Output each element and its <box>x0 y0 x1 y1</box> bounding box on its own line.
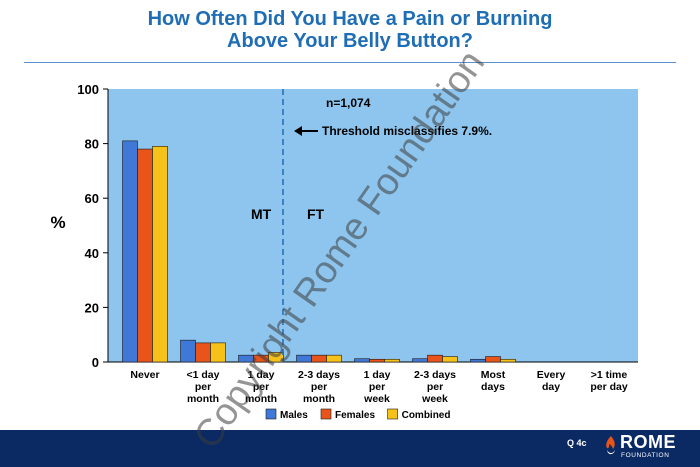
x-tick-label: per day <box>590 381 628 393</box>
sample-size-annotation: n=1,074 <box>326 96 371 110</box>
bar-males <box>238 354 254 363</box>
y-tick-label: 20 <box>85 300 99 315</box>
x-tick-label: week <box>363 393 390 405</box>
bar-males <box>122 140 138 363</box>
x-tick-label: days <box>481 381 505 393</box>
bar-males <box>412 358 428 363</box>
y-tick-label: 80 <box>85 137 99 152</box>
mt-label: MT <box>251 206 272 222</box>
x-tick-label: <1 day <box>187 369 220 381</box>
rome-foundation-logo: ROME FOUNDATION <box>604 431 694 465</box>
threshold-annotation: Threshold misclassifies 7.9%. <box>322 124 492 138</box>
bar-combined <box>152 146 168 363</box>
x-tick-label: 1 day <box>364 369 391 381</box>
x-tick-label: 2-3 days <box>298 369 340 381</box>
x-tick-label: month <box>245 393 277 405</box>
bar-males <box>180 339 196 363</box>
legend-label-combined: Combined <box>402 410 451 421</box>
bar-females <box>427 354 443 363</box>
x-tick-label: >1 time <box>591 369 628 381</box>
bar-females <box>485 356 501 363</box>
bar-combined <box>326 354 342 363</box>
bar-males <box>354 358 370 363</box>
bar-females <box>311 354 327 363</box>
x-tick-label: per <box>369 381 385 393</box>
x-tick-label: Never <box>130 369 159 381</box>
plot-area <box>108 89 638 362</box>
x-tick-label: per <box>195 381 211 393</box>
bar-females <box>369 358 385 363</box>
threshold-arrow-head <box>294 126 302 136</box>
title-divider <box>24 62 676 63</box>
x-tick-label: 1 day <box>248 369 275 381</box>
x-tick-label: 2-3 days <box>414 369 456 381</box>
legend-swatch-combined <box>387 408 398 420</box>
legend-swatch-males <box>265 408 277 420</box>
x-tick-label: per <box>427 381 443 393</box>
x-tick-label: week <box>421 393 448 405</box>
bar-females <box>195 342 211 363</box>
bar-females <box>137 148 153 363</box>
chart-title: How Often Did You Have a Pain or Burning… <box>0 8 700 52</box>
y-tick-label: 100 <box>77 82 99 97</box>
bar-females <box>253 354 269 363</box>
title-line-1: How Often Did You Have a Pain or Burning <box>147 8 553 30</box>
y-axis-label: % <box>50 213 65 232</box>
flame-icon <box>606 436 615 455</box>
x-tick-label: per <box>253 381 269 393</box>
bar-combined <box>268 352 284 363</box>
bar-males <box>296 354 312 363</box>
bar-combined <box>442 356 458 363</box>
bar-combined <box>384 358 400 363</box>
x-tick-label: per <box>311 381 327 393</box>
bar-combined <box>210 342 226 363</box>
legend-label-males: Males <box>280 410 308 421</box>
x-tick-label: Every <box>537 369 566 381</box>
brand-subtitle: FOUNDATION <box>621 452 670 459</box>
y-tick-label: 40 <box>85 246 99 261</box>
legend-label-females: Females <box>335 410 375 421</box>
y-tick-label: 60 <box>85 191 99 206</box>
x-tick-label: Most <box>481 369 506 381</box>
x-tick-label: day <box>542 381 560 393</box>
y-tick-label: 0 <box>92 355 99 370</box>
bar-males <box>470 358 486 363</box>
x-tick-label: month <box>303 393 335 405</box>
legend-swatch-females <box>320 408 332 420</box>
footer-bar <box>0 430 700 467</box>
title-line-2: Above Your Belly Button? <box>227 30 473 52</box>
ft-label: FT <box>307 206 325 222</box>
x-tick-label: month <box>187 393 219 405</box>
brand-name: ROME <box>620 432 676 452</box>
slide-code: Q 4c <box>567 438 587 448</box>
bar-combined <box>500 358 516 363</box>
